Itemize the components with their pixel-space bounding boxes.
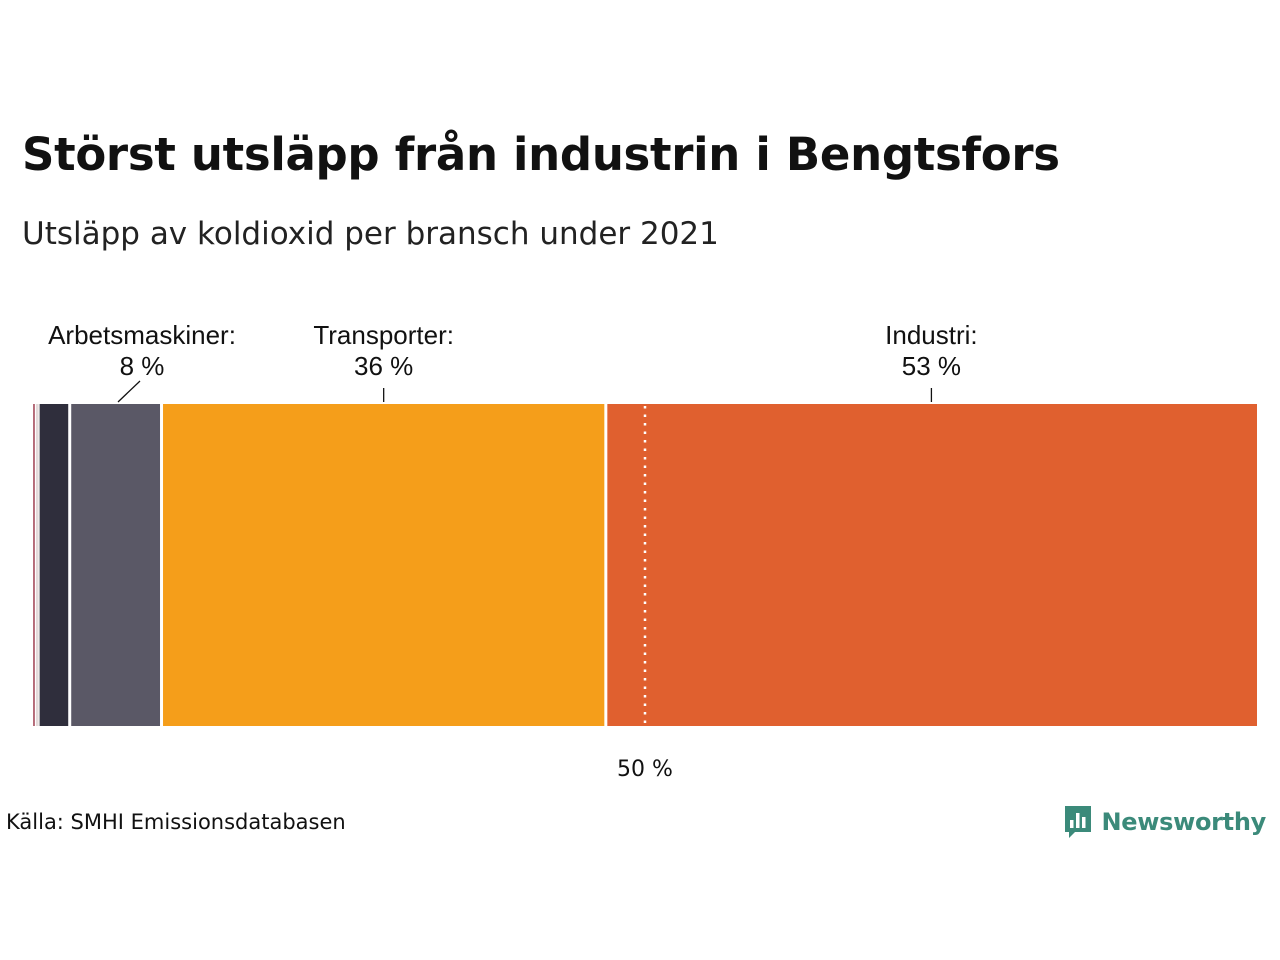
bar-segment-minor-0 [33, 404, 36, 726]
chart-title: Störst utsläpp från industrin i Bengtsfo… [22, 128, 1060, 181]
segment-label-arbetsmaskiner: Arbetsmaskiner: [48, 320, 236, 350]
bar-segment-transporter [161, 404, 606, 726]
logo-text: Newsworthy [1101, 808, 1266, 836]
reference-line-label: 50 % [617, 757, 673, 782]
newsworthy-logo-icon [1065, 806, 1092, 838]
segment-label-transporter: Transporter: [313, 320, 454, 350]
newsworthy-logo: Newsworthy [1063, 804, 1266, 840]
segment-value-label-industri: 53 % [902, 351, 961, 381]
bar-segment-arbetsmaskiner [69, 404, 162, 726]
source-note: Källa: SMHI Emissionsdatabasen [6, 810, 346, 834]
leader-line-arbetsmaskiner [117, 380, 141, 403]
bar-segment-minor-1 [35, 404, 40, 726]
chart-subtitle: Utsläpp av koldioxid per bransch under 2… [22, 216, 719, 252]
stacked-bar-chart: 50 % Arbetsmaskiner:8 % Transporter:36 % In… [33, 320, 1257, 782]
segment-value-label-arbetsmaskiner: 8 % [120, 351, 165, 381]
segment-value-label-transporter: 36 % [354, 351, 413, 381]
bar-segment-minor-2 [39, 404, 70, 726]
bar-segment-industri [605, 404, 1257, 726]
segment-label-industri: Industri: [885, 320, 978, 350]
